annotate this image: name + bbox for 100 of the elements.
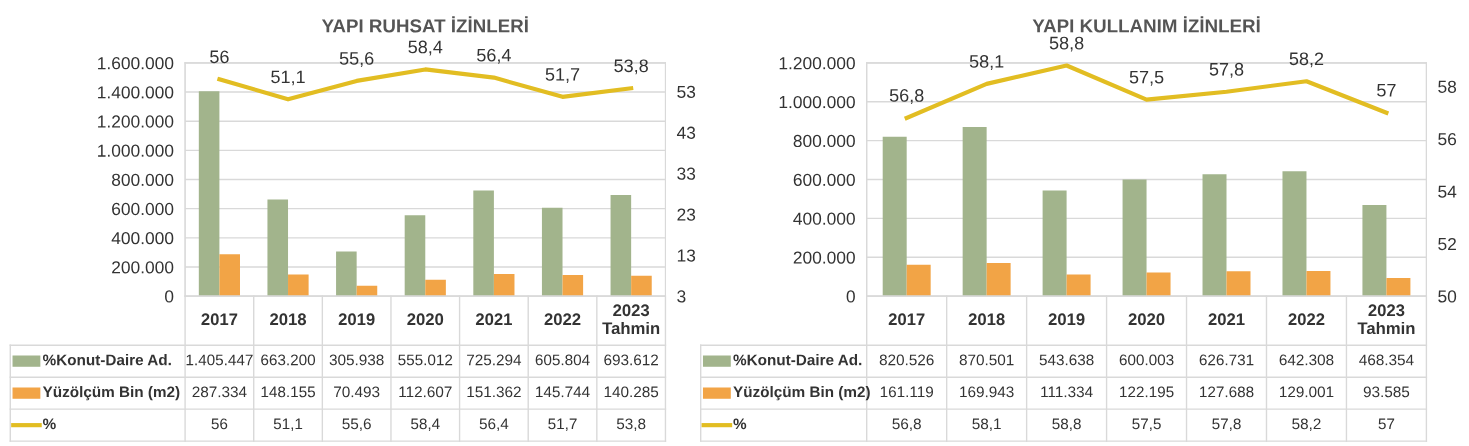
data-label: 122.195	[1120, 386, 1174, 398]
data-label: 58,4	[411, 418, 440, 432]
y-tick-label: 1.600.000	[98, 57, 174, 70]
text: 55,6	[339, 52, 374, 67]
chart-title: YAPI RUHSAT İZİNLERİ	[321, 16, 528, 33]
bar	[425, 279, 446, 297]
bar	[1386, 277, 1411, 297]
data-label: 600.003	[1119, 354, 1174, 366]
text: 56,8	[889, 89, 924, 104]
bar	[404, 215, 426, 297]
y2-tick-label: 3	[677, 290, 686, 303]
y-tick-label: 1.200.000	[779, 57, 855, 70]
legend-label: %Konut-Daire Ad.	[42, 354, 171, 366]
data-label: 169.943	[960, 386, 1014, 398]
y-tick-label: 1.200.000	[98, 115, 174, 128]
data-label: 57	[1378, 418, 1395, 430]
chart-title: YAPI KULLANIM İZİNLERİ	[1032, 16, 1260, 33]
data-label: 140.285	[604, 386, 659, 398]
y2-tick-label: 50	[1438, 290, 1457, 303]
data-label: 127.688	[1200, 386, 1254, 398]
data-label: 1.405.447	[186, 354, 253, 366]
data-label: 555.012	[398, 354, 453, 366]
data-label: 161.119	[880, 386, 934, 398]
x-tick-label: 2018	[270, 313, 307, 326]
data-label: 148.155	[261, 386, 315, 398]
x-tick-label: 2023 Tahmin	[602, 304, 660, 335]
y-tick-label: 600.000	[112, 202, 174, 216]
y2-tick-label: 13	[677, 249, 696, 262]
data-label: 287.334	[192, 386, 247, 398]
bar	[1122, 179, 1147, 297]
data-label: 642.308	[1279, 354, 1334, 366]
y-tick-label: 400.000	[793, 212, 855, 225]
y-tick-label: 0	[165, 290, 174, 303]
x-tick-label: 2019	[1048, 313, 1085, 326]
legend-label: %Konut-Daire Ad.	[733, 354, 862, 366]
text: 58,4	[408, 40, 443, 56]
data-label: 112.607	[399, 386, 452, 398]
data-label: 151.362	[467, 386, 521, 398]
bar	[1226, 271, 1251, 297]
bar	[541, 207, 563, 297]
bar	[986, 263, 1011, 297]
text: 57,8	[1209, 62, 1244, 78]
text: 57	[1377, 84, 1396, 97]
y-tick-label: 600.000	[793, 173, 855, 186]
y-tick-label: 800.000	[793, 134, 855, 148]
data-label: 93.585	[1363, 386, 1410, 398]
bar	[1202, 174, 1227, 297]
data-label: 468.354	[1359, 354, 1414, 366]
bar	[336, 251, 357, 297]
y-tick-label: 1.400.000	[98, 86, 174, 99]
text: 57,5	[1129, 70, 1164, 86]
bar	[610, 195, 632, 297]
x-tick-label: 2021	[475, 313, 512, 326]
data-label: 663.200	[261, 354, 316, 366]
data-label: 820.526	[879, 354, 934, 366]
data-label: 129.001	[1280, 386, 1334, 398]
text: 51,1	[271, 70, 305, 86]
text: 58,2	[1289, 52, 1324, 68]
x-tick-label: 2017	[201, 313, 238, 326]
legend-label: %	[733, 418, 747, 430]
legend-label: Yüzölçüm Bin (m2)	[733, 386, 870, 401]
bar	[962, 126, 987, 297]
x-tick-label: 2018	[968, 313, 1005, 326]
bar	[1282, 171, 1307, 297]
x-tick-label: 2022	[544, 313, 581, 326]
y-tick-label: 1.000.000	[98, 144, 174, 157]
data-label: 57,5	[1132, 418, 1161, 432]
bar	[219, 254, 240, 297]
bar	[288, 274, 309, 297]
bar	[1066, 274, 1091, 297]
y-tick-label: 0	[846, 290, 855, 303]
bar	[631, 275, 652, 297]
x-tick-label: 2020	[407, 313, 444, 326]
y-tick-label: 200.000	[112, 261, 174, 274]
data-label: 305.938	[329, 354, 384, 366]
data-label: 111.334	[1041, 386, 1093, 398]
y-tick-label: 800.000	[111, 173, 174, 186]
data-label: 543.638	[1039, 354, 1094, 366]
legend-label: %	[42, 418, 56, 430]
bar	[1042, 190, 1067, 297]
x-tick-label: 2019	[338, 313, 375, 326]
data-label: 725.294	[467, 354, 522, 366]
x-tick-label: 2022	[1288, 313, 1325, 326]
bar	[493, 274, 515, 297]
text: 56,4	[477, 48, 511, 64]
x-tick-label: 2017	[888, 313, 925, 326]
data-label: 51,7	[548, 418, 577, 432]
bar	[562, 274, 584, 297]
data-label: 70.493	[334, 386, 380, 398]
legend-label: Yüzölçüm Bin (m2)	[42, 386, 180, 401]
data-label: 870.501	[959, 354, 1014, 366]
data-label: 626.731	[1199, 354, 1254, 366]
data-label: 55,6	[342, 418, 371, 432]
bar	[1146, 272, 1171, 297]
text: 58,8	[1049, 36, 1084, 52]
y2-tick-label: 54	[1438, 185, 1457, 198]
bar	[267, 199, 289, 297]
y2-tick-label: 53	[677, 85, 696, 98]
data-label: 56,4	[479, 418, 509, 432]
bar	[198, 91, 220, 297]
